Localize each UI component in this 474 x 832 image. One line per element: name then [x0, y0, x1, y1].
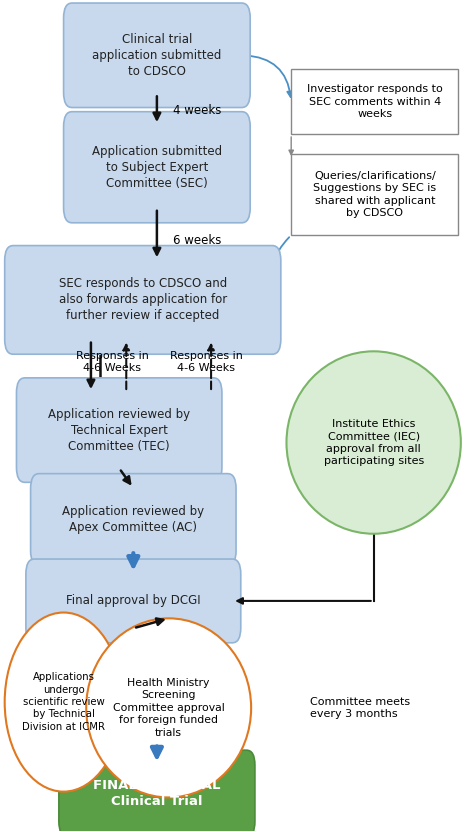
FancyBboxPatch shape [26, 559, 241, 643]
Text: 6 weeks: 6 weeks [173, 234, 222, 247]
Text: Application submitted
to Subject Expert
Committee (SEC): Application submitted to Subject Expert … [92, 145, 222, 190]
Text: 4 weeks: 4 weeks [173, 104, 222, 117]
Text: Responses in
4-6 Weeks: Responses in 4-6 Weeks [76, 351, 148, 374]
Text: Responses in
4-6 Weeks: Responses in 4-6 Weeks [170, 351, 243, 374]
FancyBboxPatch shape [59, 750, 255, 832]
Text: Applications
undergo
scientific review
by Technical
Division at ICMR: Applications undergo scientific review b… [22, 672, 105, 732]
Ellipse shape [286, 351, 461, 534]
FancyBboxPatch shape [17, 378, 222, 483]
FancyBboxPatch shape [291, 69, 458, 134]
Text: Institute Ethics
Committee (IEC)
approval from all
participating sites: Institute Ethics Committee (IEC) approva… [324, 419, 424, 466]
Ellipse shape [5, 612, 122, 791]
FancyBboxPatch shape [64, 3, 250, 107]
Text: Clinical trial
application submitted
to CDSCO: Clinical trial application submitted to … [92, 32, 221, 77]
Text: Application reviewed by
Apex Committee (AC): Application reviewed by Apex Committee (… [62, 505, 204, 534]
Text: Queries/clarifications/
Suggestions by SEC is
shared with applicant
by CDSCO: Queries/clarifications/ Suggestions by S… [313, 171, 437, 218]
Text: FINAL APPROVAL
Clinical Trial: FINAL APPROVAL Clinical Trial [93, 779, 220, 808]
FancyBboxPatch shape [31, 473, 236, 566]
Text: SEC responds to CDSCO and
also forwards application for
further review if accept: SEC responds to CDSCO and also forwards … [59, 277, 227, 323]
Ellipse shape [86, 618, 251, 797]
FancyBboxPatch shape [64, 111, 250, 223]
Text: Health Ministry
Screening
Committee approval
for foreign funded
trials: Health Ministry Screening Committee appr… [113, 678, 225, 738]
Text: Final approval by DCGI: Final approval by DCGI [66, 594, 201, 607]
Text: Committee meets
every 3 months: Committee meets every 3 months [310, 696, 410, 719]
FancyBboxPatch shape [291, 154, 458, 235]
Text: Investigator responds to
SEC comments within 4
weeks: Investigator responds to SEC comments wi… [307, 84, 443, 119]
FancyBboxPatch shape [5, 245, 281, 354]
Text: Application reviewed by
Technical Expert
Committee (TEC): Application reviewed by Technical Expert… [48, 408, 190, 453]
